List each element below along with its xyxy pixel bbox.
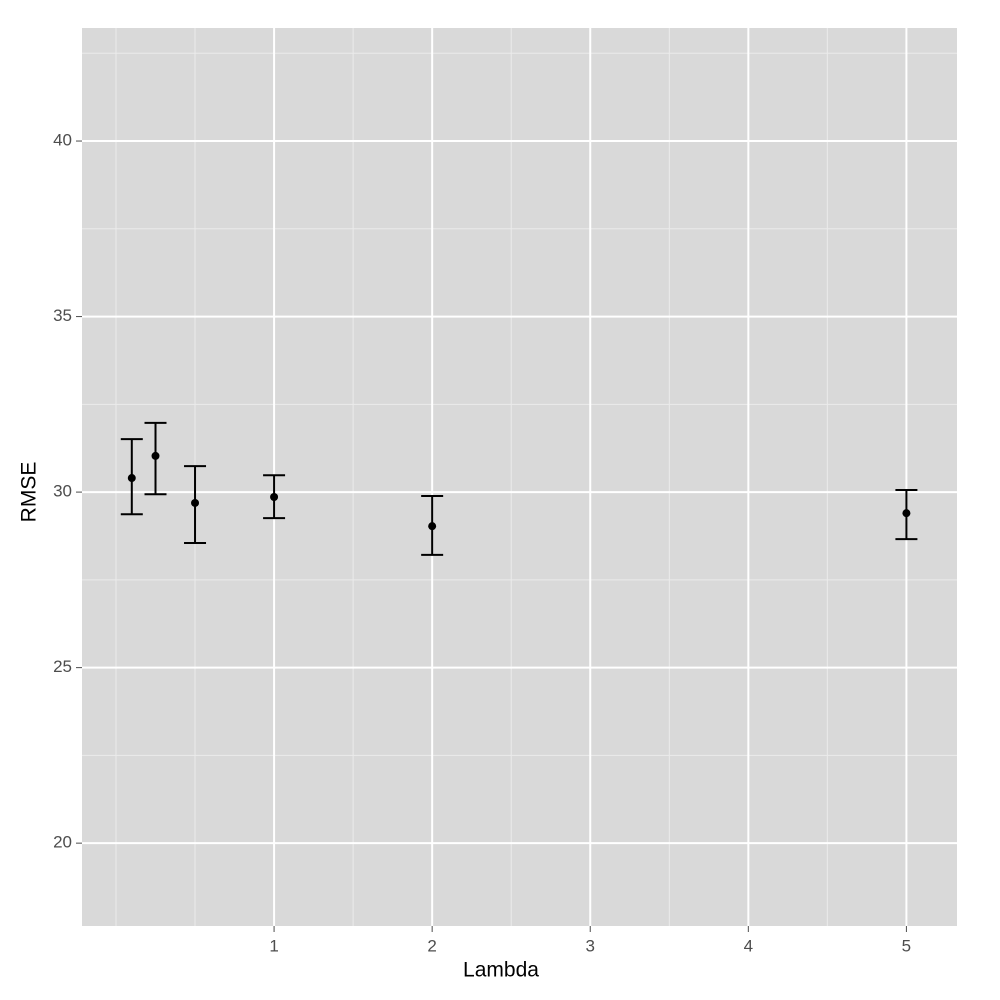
y-tick-label: 30 bbox=[53, 482, 72, 501]
plot-panel bbox=[82, 28, 957, 926]
y-tick-label: 35 bbox=[53, 306, 72, 325]
y-tick-label: 40 bbox=[53, 131, 72, 150]
point bbox=[127, 474, 136, 483]
y-tick-label: 20 bbox=[53, 833, 72, 852]
point bbox=[151, 451, 160, 460]
point bbox=[902, 509, 911, 518]
x-tick-label: 1 bbox=[269, 936, 278, 955]
x-tick-label: 4 bbox=[744, 936, 753, 955]
point bbox=[428, 522, 437, 531]
y-axis-title: RMSE bbox=[18, 462, 41, 523]
x-tick-label: 3 bbox=[586, 936, 595, 955]
x-axis-title: Lambda bbox=[463, 959, 539, 982]
point bbox=[191, 498, 200, 507]
point bbox=[270, 493, 279, 502]
x-tick-label: 5 bbox=[902, 936, 911, 955]
x-tick-label: 2 bbox=[427, 936, 436, 955]
y-tick-label: 25 bbox=[53, 657, 72, 676]
